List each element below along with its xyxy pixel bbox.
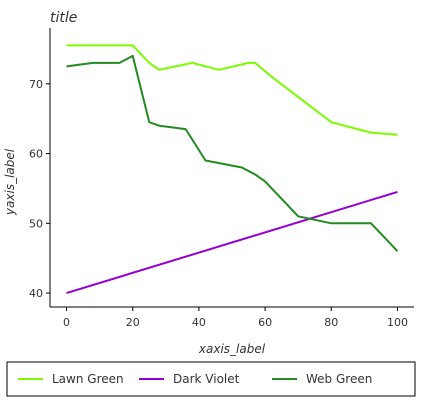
- y-tick-label: 70: [29, 78, 43, 91]
- series-line-lawn-green: [66, 44, 398, 136]
- legend-box: [6, 361, 416, 397]
- legend-label-lawn-green: Lawn Green: [52, 372, 124, 386]
- legend-label-web-green: Web Green: [306, 372, 372, 386]
- x-tick-label: 60: [258, 316, 272, 329]
- y-tick-label: 60: [29, 148, 43, 161]
- x-axis-title: xaxis_label: [198, 342, 266, 356]
- x-tick-label: 20: [126, 316, 140, 329]
- axes: 40 50 60 70 0 20 40 60 80 100: [29, 28, 414, 329]
- x-tick-label: 40: [192, 316, 206, 329]
- legend: Lawn Green Dark Violet Web Green: [6, 361, 416, 397]
- plot-area: [66, 44, 399, 295]
- y-axis-title: yaxis_label: [3, 148, 17, 216]
- x-tick-label: 0: [63, 316, 70, 329]
- chart-title: title: [50, 10, 77, 26]
- x-tick-label: 100: [387, 316, 408, 329]
- y-tick-label: 50: [29, 217, 43, 230]
- y-tick-label: 40: [29, 287, 43, 300]
- legend-label-dark-violet: Dark Violet: [173, 372, 240, 386]
- x-tick-label: 80: [324, 316, 338, 329]
- series-line-dark-violet: [66, 190, 398, 295]
- series-line-web-green: [66, 54, 399, 252]
